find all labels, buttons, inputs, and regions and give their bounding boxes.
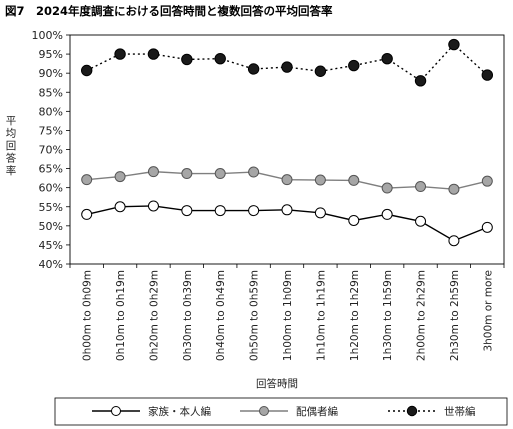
- data-point: [81, 208, 93, 220]
- y-axis-label-char: 回: [6, 140, 17, 152]
- y-tick-label: 85%: [39, 86, 63, 99]
- legend-label: 配偶者編: [296, 405, 338, 418]
- data-point: [80, 64, 93, 77]
- legend-marker: [406, 405, 418, 417]
- data-point: [181, 205, 193, 217]
- y-tick-label: 100%: [32, 29, 63, 42]
- data-point: [248, 205, 260, 217]
- y-tick-label: 75%: [39, 124, 63, 137]
- legend-marker: [111, 406, 121, 416]
- data-point: [448, 235, 460, 247]
- data-point: [314, 65, 327, 77]
- data-point: [81, 174, 93, 186]
- series-2: [81, 166, 493, 195]
- data-point: [481, 69, 494, 81]
- legend: 家族・本人編 配偶者編 世帯編: [54, 397, 508, 426]
- data-point: [214, 205, 226, 217]
- data-point: [147, 48, 160, 60]
- data-point: [415, 181, 427, 193]
- data-point: [114, 201, 126, 213]
- data-point: [414, 75, 427, 87]
- legend-marker: [259, 406, 269, 416]
- x-tick-label: 0h30m to 0h39m: [182, 270, 194, 361]
- y-tick-label: 95%: [39, 48, 63, 61]
- x-axis: 0h00m to 0h09m 0h10m to 0h19m 0h20m to 0h2…: [69, 264, 505, 361]
- y-axis-label-char: 率: [6, 164, 17, 177]
- data-point: [181, 53, 193, 66]
- data-point: [314, 207, 326, 219]
- y-tick-label: 40%: [39, 258, 63, 271]
- series-1: [81, 200, 493, 247]
- x-tick-label: 1h10m to 1h19m: [315, 270, 327, 361]
- data-point: [481, 221, 493, 233]
- x-tick-label: 2h30m to 2h59m: [449, 270, 461, 361]
- data-point: [114, 171, 126, 183]
- x-tick-label: 2h00m to 2h29m: [416, 270, 428, 361]
- x-axis-label: 回答時間: [256, 377, 298, 390]
- data-point: [214, 168, 226, 180]
- data-point: [114, 48, 126, 60]
- y-axis-label-char: 平: [6, 115, 17, 127]
- x-tick-label: 0h00m to 0h09m: [82, 270, 94, 361]
- y-tick-label: 65%: [39, 163, 63, 176]
- data-point: [381, 52, 393, 65]
- x-tick-label: 0h40m to 0h49m: [215, 270, 227, 361]
- data-point: [147, 200, 159, 212]
- x-tick-label: 3h00m or more: [482, 270, 494, 352]
- x-tick-label: 0h50m to 0h59m: [249, 270, 261, 361]
- series-layer: [80, 38, 494, 247]
- data-point: [247, 63, 260, 75]
- data-point: [348, 174, 360, 186]
- y-axis-label-char: 均: [6, 128, 17, 140]
- data-point: [147, 166, 159, 178]
- y-tick-label: 70%: [39, 144, 63, 157]
- data-point: [281, 204, 293, 216]
- x-tick-label: 0h10m to 0h19m: [115, 270, 127, 361]
- data-point: [214, 52, 226, 65]
- series-3: [80, 38, 494, 87]
- data-point: [348, 214, 360, 226]
- data-point: [448, 38, 460, 51]
- y-tick-label: 55%: [39, 201, 63, 214]
- y-tick-label: 80%: [39, 105, 63, 118]
- y-axis-label: 平均回答率: [6, 115, 17, 177]
- data-point: [181, 168, 193, 180]
- data-point: [348, 59, 360, 72]
- y-tick-label: 60%: [39, 182, 63, 195]
- legend-label: 世帯編: [444, 405, 476, 418]
- legend-label: 家族・本人編: [148, 405, 211, 418]
- y-tick-label: 90%: [39, 67, 63, 80]
- data-point: [281, 174, 293, 186]
- y-axis: 40% 45% 50% 55% 60% 65% 70% 75% 80% 85% 90% 95% 100%: [32, 29, 70, 271]
- data-point: [381, 208, 393, 220]
- x-tick-label: 1h00m to 1h09m: [282, 270, 294, 361]
- x-tick-label: 1h20m to 1h29m: [349, 270, 361, 361]
- data-point: [481, 175, 493, 187]
- data-point: [415, 215, 427, 227]
- y-tick-label: 50%: [39, 220, 63, 233]
- x-tick-label: 0h20m to 0h29m: [148, 270, 160, 361]
- x-tick-label: 1h30m to 1h59m: [382, 270, 394, 361]
- y-tick-label: 45%: [39, 239, 63, 252]
- chart-title: 図7 2024年度調査における回答時間と複数回答の平均回答率: [5, 4, 333, 18]
- data-point: [248, 166, 260, 178]
- data-point: [448, 183, 460, 195]
- data-point: [281, 61, 293, 73]
- y-axis-label-char: 答: [6, 152, 17, 165]
- data-point: [314, 174, 326, 186]
- data-point: [381, 182, 393, 194]
